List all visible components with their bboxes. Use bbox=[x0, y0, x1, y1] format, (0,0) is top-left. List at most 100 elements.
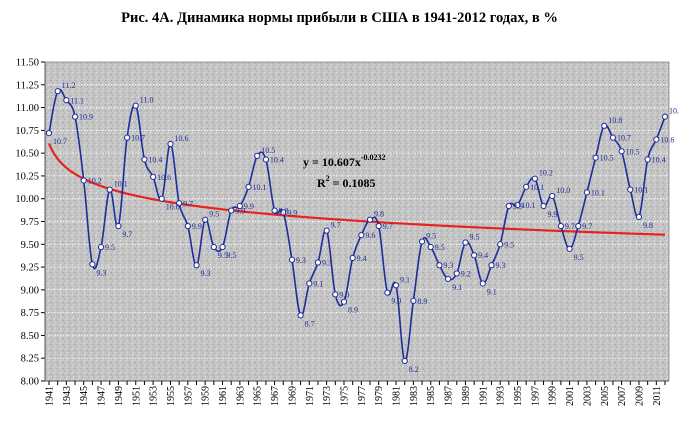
data-label: 10.5 bbox=[626, 147, 640, 156]
data-label: 9.6 bbox=[365, 231, 375, 240]
data-point bbox=[63, 97, 70, 104]
data-label: 10.7 bbox=[617, 134, 631, 143]
x-tick-label: 1997 bbox=[530, 386, 541, 406]
data-label: 9.7 bbox=[565, 222, 575, 231]
data-point bbox=[444, 275, 452, 283]
data-label: 9.5 bbox=[227, 251, 237, 260]
y-tick-label: 10.00 bbox=[15, 194, 39, 205]
data-point bbox=[306, 280, 313, 287]
x-tick-label: 2003 bbox=[582, 386, 593, 406]
data-point bbox=[609, 134, 617, 141]
x-tick-label: 1983 bbox=[409, 386, 420, 406]
data-label: 9.5 bbox=[435, 243, 445, 252]
x-tick-label: 1975 bbox=[339, 386, 350, 406]
x-tick-label: 1951 bbox=[131, 386, 142, 406]
data-label: 10.7 bbox=[131, 134, 145, 143]
data-point bbox=[245, 183, 252, 190]
data-point bbox=[505, 202, 512, 210]
data-point bbox=[349, 254, 356, 262]
data-label: 9.7 bbox=[183, 199, 193, 208]
x-tick-label: 1949 bbox=[114, 386, 125, 406]
data-label: 9.5 bbox=[426, 232, 436, 241]
data-label: 9.3 bbox=[443, 261, 453, 270]
data-point bbox=[115, 222, 122, 230]
data-point bbox=[583, 189, 591, 196]
x-tick-label: 1969 bbox=[287, 386, 298, 406]
series-layer bbox=[45, 88, 669, 365]
y-tick-label: 10.50 bbox=[15, 149, 39, 160]
data-label: 8.9 bbox=[348, 306, 358, 315]
data-point bbox=[401, 357, 408, 365]
data-point bbox=[280, 209, 287, 216]
y-tick-label: 9.00 bbox=[21, 285, 39, 296]
data-point bbox=[358, 232, 365, 239]
data-point bbox=[45, 129, 53, 137]
x-tick-label: 2007 bbox=[617, 386, 628, 406]
data-label: 10.0 bbox=[556, 186, 570, 195]
data-point bbox=[141, 156, 148, 163]
data-label: 8.9 bbox=[417, 297, 427, 306]
data-label: 9.7 bbox=[122, 230, 132, 239]
x-tick-label: 1977 bbox=[357, 386, 368, 406]
data-point bbox=[254, 152, 261, 159]
x-tick-label: 1965 bbox=[253, 386, 264, 406]
data-label: 9.5 bbox=[209, 210, 219, 219]
y-tick-label: 8.25 bbox=[21, 354, 39, 365]
data-point bbox=[540, 202, 547, 210]
y-tick-label: 9.75 bbox=[21, 217, 39, 228]
data-point bbox=[523, 183, 530, 190]
chart-title: Рис. 4А. Динамика нормы прибыли в США в … bbox=[121, 10, 558, 26]
y-tick-label: 11.00 bbox=[16, 103, 39, 114]
data-label: 9.4 bbox=[478, 251, 488, 260]
data-point bbox=[410, 297, 417, 304]
x-tick-label: 1967 bbox=[270, 386, 281, 406]
data-label: 9.3 bbox=[296, 256, 306, 265]
data-label: 10.9 bbox=[79, 113, 93, 122]
data-label: 9.5 bbox=[504, 240, 514, 249]
data-label: 9.3 bbox=[200, 269, 210, 278]
data-label: 10.1 bbox=[591, 188, 605, 197]
data-point bbox=[323, 227, 330, 234]
data-point bbox=[167, 140, 174, 148]
data-label: 11.0 bbox=[140, 96, 154, 105]
data-label: 10.5 bbox=[261, 146, 275, 155]
data-point bbox=[601, 122, 608, 129]
data-point bbox=[531, 175, 538, 182]
data-label: 9.1 bbox=[487, 287, 497, 296]
data-point bbox=[566, 245, 573, 252]
data-label: 8.2 bbox=[409, 365, 419, 374]
data-point bbox=[592, 154, 599, 161]
data-label: 9.0 bbox=[339, 290, 349, 299]
y-tick-label: 8.00 bbox=[21, 377, 39, 388]
data-label: 10.1 bbox=[114, 180, 128, 189]
x-tick-label: 1959 bbox=[201, 386, 212, 406]
x-tick-label: 1947 bbox=[97, 386, 108, 406]
y-tick-label: 11.25 bbox=[16, 80, 39, 91]
data-point bbox=[184, 222, 191, 230]
data-label: 10.5 bbox=[600, 154, 614, 163]
data-label: 9.4 bbox=[357, 254, 367, 263]
data-label: 8.7 bbox=[305, 319, 315, 328]
y-tick-label: 8.50 bbox=[21, 331, 39, 342]
data-label: 10.1 bbox=[530, 183, 544, 192]
data-label: 9.3 bbox=[322, 259, 332, 268]
x-tick-label: 1953 bbox=[149, 386, 160, 406]
data-label: 10.8 bbox=[608, 116, 622, 125]
x-tick-label: 1957 bbox=[183, 386, 194, 406]
data-point bbox=[635, 213, 643, 221]
x-tick-label: 1989 bbox=[461, 386, 472, 406]
data-point bbox=[219, 243, 226, 251]
data-label: 9.3 bbox=[96, 268, 106, 277]
x-tick-label: 1995 bbox=[513, 386, 524, 406]
x-tick-label: 1955 bbox=[166, 386, 177, 406]
data-point bbox=[653, 136, 660, 143]
data-label: 10.2 bbox=[88, 176, 102, 185]
data-point bbox=[453, 270, 460, 277]
data-label: 10.4 bbox=[652, 156, 666, 165]
data-label: 9.7 bbox=[331, 221, 341, 230]
data-point bbox=[384, 289, 391, 296]
data-point bbox=[210, 243, 217, 251]
data-label: 9.5 bbox=[218, 251, 228, 260]
data-point bbox=[618, 148, 625, 155]
